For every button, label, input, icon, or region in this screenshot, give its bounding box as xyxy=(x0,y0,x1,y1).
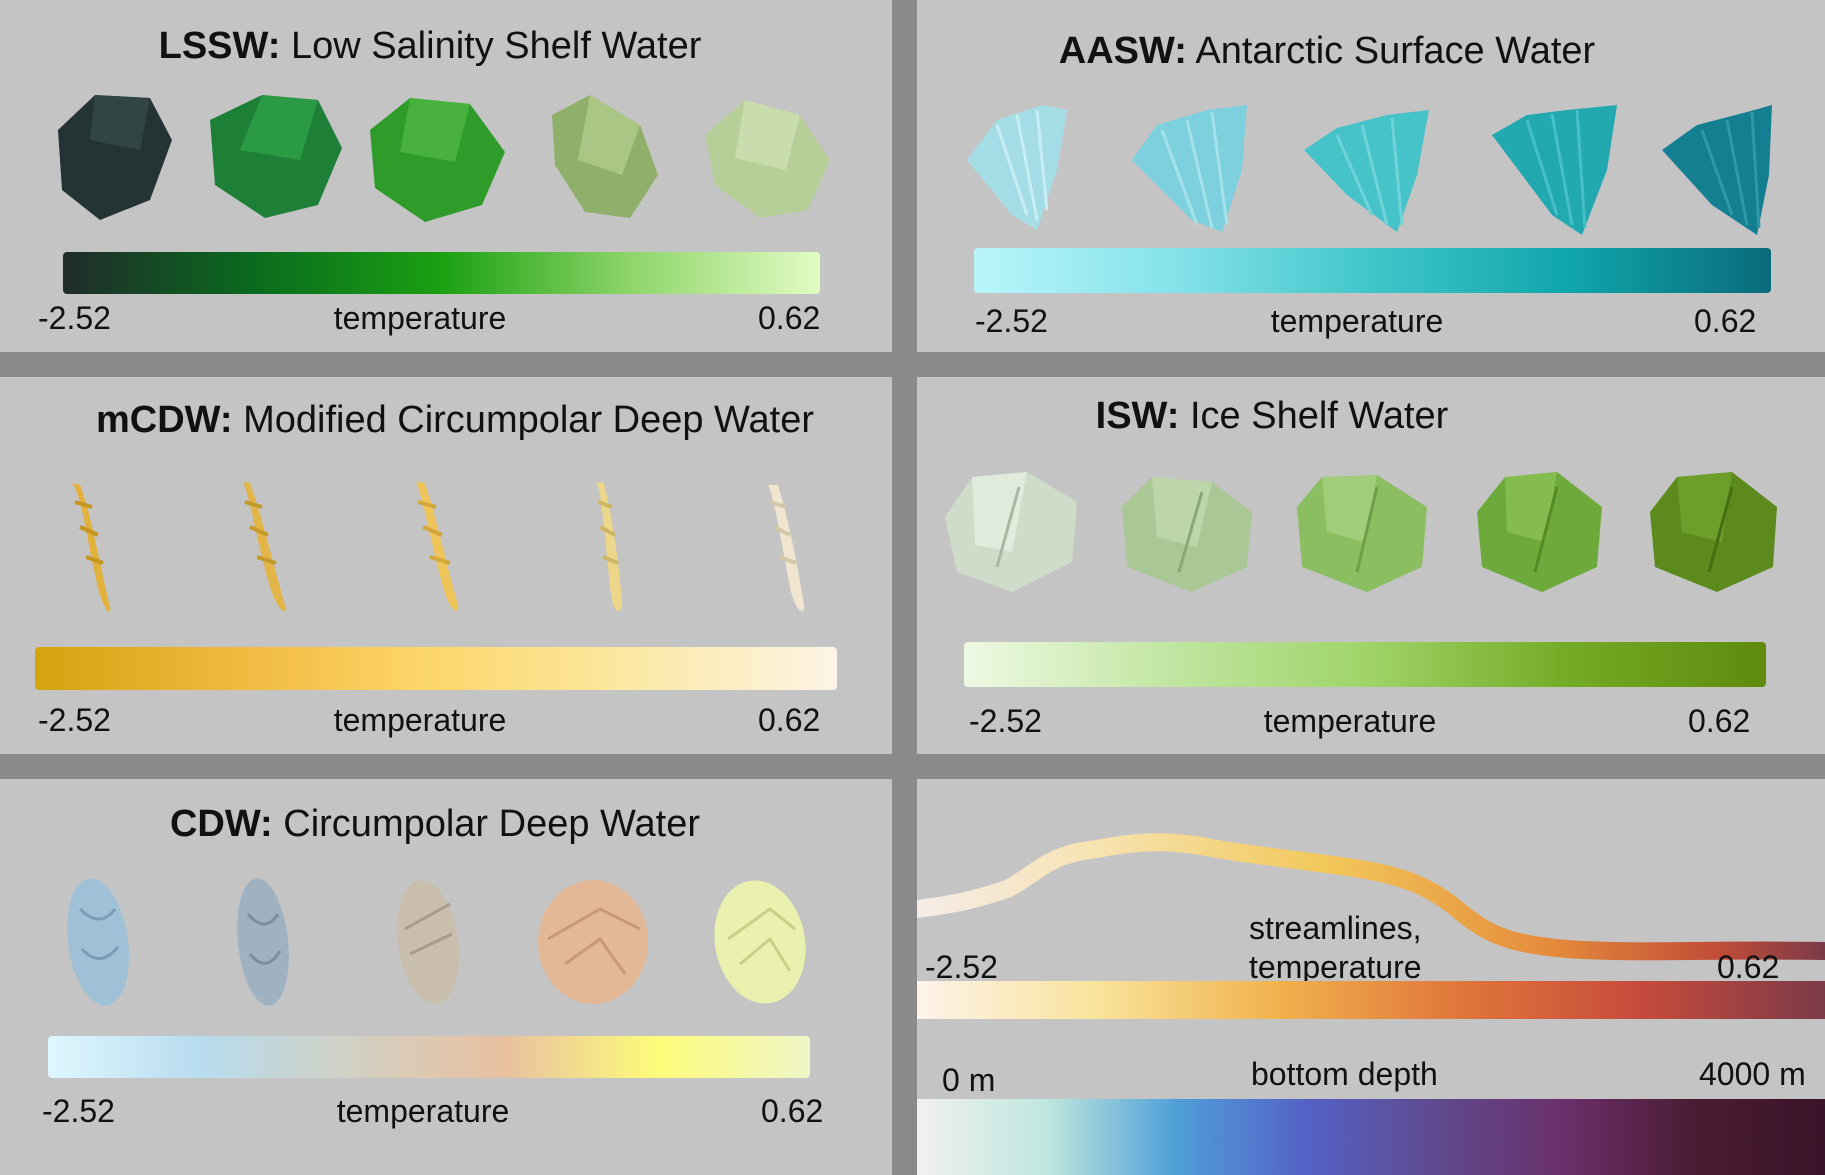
panel-mcdw: mCDW: Modified Circumpolar Deep Water -2… xyxy=(0,377,892,754)
glyph-2 xyxy=(210,95,342,218)
colorbar-variable-label: temperature xyxy=(336,1093,510,1129)
panel-title: LSSW: Low Salinity Shelf Water xyxy=(0,25,860,68)
glyph-2 xyxy=(1132,105,1247,232)
panel-cdw: CDW: Circumpolar Deep Water -2.52 temper… xyxy=(0,779,892,1175)
water-mass-name: Circumpolar Deep Water xyxy=(283,803,700,845)
glyph-3 xyxy=(1297,475,1427,592)
glyph-4 xyxy=(597,482,622,612)
colorbar-min-label: -2.52 xyxy=(38,300,111,336)
panel-title: CDW: Circumpolar Deep Water xyxy=(0,803,870,846)
water-mass-name: Modified Circumpolar Deep Water xyxy=(243,399,814,441)
panel-isw: ISW: Ice Shelf Water -2.52 temperature 0… xyxy=(917,377,1825,754)
glyph-3 xyxy=(1304,110,1429,232)
glyph-4 xyxy=(538,880,648,1004)
glyph-2 xyxy=(1122,477,1252,592)
panel-legend: streamlines, temperature -2.52 0.62 0 m … xyxy=(917,779,1825,1175)
glyph-1 xyxy=(72,483,111,612)
streamlines-min-label: -2.52 xyxy=(925,949,998,985)
panel-title: ISW: Ice Shelf Water xyxy=(917,395,1627,438)
water-mass-name: Ice Shelf Water xyxy=(1189,395,1449,437)
panel-lssw: LSSW: Low Salinity Shelf Water -2.52 tem… xyxy=(0,0,892,352)
depth-max-label: 4000 m xyxy=(1699,1056,1806,1092)
streamlines-colorbar xyxy=(917,981,1825,1019)
colorbar xyxy=(63,252,820,294)
water-mass-name: Antarctic Surface Water xyxy=(1195,30,1596,72)
depth-min-label: 0 m xyxy=(942,1062,996,1098)
water-mass-abbreviation: CDW: xyxy=(169,803,273,845)
glyph-3 xyxy=(416,482,459,612)
colorbar-variable-label: temperature xyxy=(1270,303,1444,339)
glyph-1 xyxy=(945,472,1077,592)
colorbar-variable-label: temperature xyxy=(333,702,507,738)
colorbar xyxy=(964,642,1766,687)
water-mass-name: Low Salinity Shelf Water xyxy=(290,25,702,67)
streamlines-max-label: 0.62 xyxy=(1717,949,1780,985)
glyph-5 xyxy=(1650,472,1777,592)
colorbar xyxy=(48,1036,810,1078)
colorbar-max-label: 0.62 xyxy=(761,1093,824,1129)
depth-variable-label: bottom depth xyxy=(1251,1056,1438,1092)
colorbar-max-label: 0.62 xyxy=(758,702,821,738)
colorbar-max-label: 0.62 xyxy=(1694,303,1757,339)
colorbar-min-label: -2.52 xyxy=(975,303,1048,339)
glyph-4 xyxy=(552,95,658,218)
streamlines-label-line1: streamlines, xyxy=(1249,910,1422,946)
depth-colorbar xyxy=(917,1099,1825,1175)
colorbar-variable-label: temperature xyxy=(1263,703,1437,739)
glyph-1 xyxy=(66,878,130,1006)
water-mass-abbreviation: LSSW: xyxy=(158,25,281,67)
colorbar-variable-label: temperature xyxy=(333,300,507,336)
colorbar-min-label: -2.52 xyxy=(969,703,1042,739)
glyph-5 xyxy=(1662,105,1772,235)
glyph-1 xyxy=(58,95,172,220)
colorbar-max-label: 0.62 xyxy=(758,300,821,336)
water-mass-abbreviation: mCDW: xyxy=(96,399,233,441)
glyph-3 xyxy=(397,880,459,1004)
glyph-4 xyxy=(1477,472,1602,592)
glyph-5 xyxy=(768,485,805,612)
glyph-1 xyxy=(967,105,1067,230)
glyph-5 xyxy=(714,880,806,1004)
glyph-2 xyxy=(243,482,286,612)
glyph-2 xyxy=(237,878,289,1006)
colorbar-max-label: 0.62 xyxy=(1688,703,1751,739)
colorbar xyxy=(35,647,837,690)
panel-aasw: AASW: Antarctic Surface Water -2.52 temp… xyxy=(917,0,1825,352)
glyph-5 xyxy=(705,100,830,218)
colorbar-min-label: -2.52 xyxy=(38,702,111,738)
streamlines-label-line2: temperature xyxy=(1249,949,1422,985)
panel-title: mCDW: Modified Circumpolar Deep Water xyxy=(0,399,892,442)
colorbar xyxy=(974,248,1771,293)
water-mass-abbreviation: ISW: xyxy=(1095,395,1180,437)
panel-title: AASW: Antarctic Surface Water xyxy=(917,30,1737,73)
water-mass-abbreviation: AASW: xyxy=(1058,30,1187,72)
glyph-3 xyxy=(370,98,505,222)
colorbar-min-label: -2.52 xyxy=(42,1093,115,1129)
glyph-4 xyxy=(1492,105,1617,235)
